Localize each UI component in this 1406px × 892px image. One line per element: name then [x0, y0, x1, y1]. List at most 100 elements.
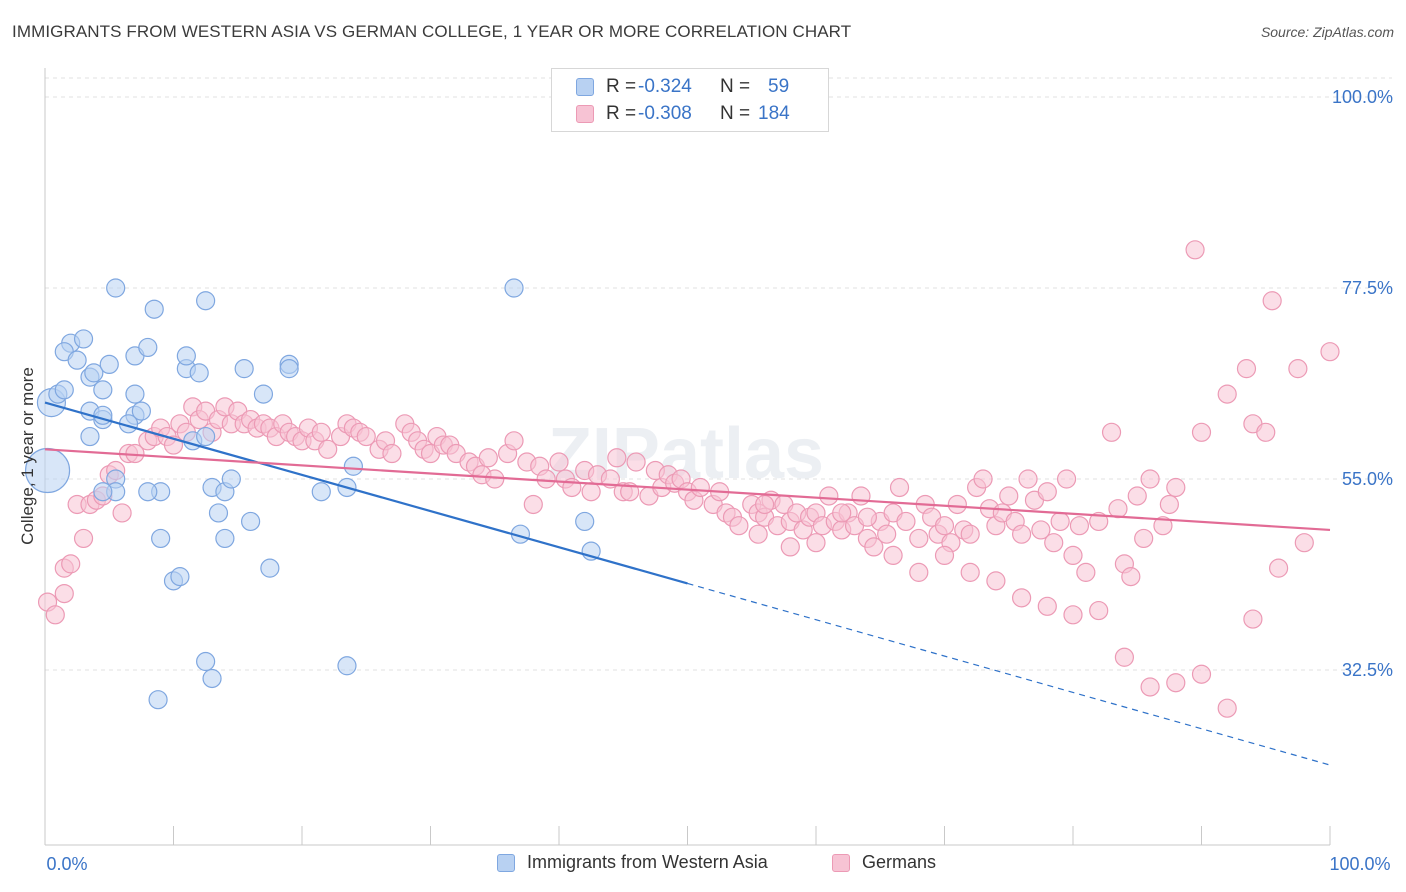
data-point: [106, 278, 126, 298]
data-point: [864, 537, 884, 557]
r-value: -0.324: [638, 76, 692, 97]
data-point: [909, 562, 929, 582]
series-germans: [37, 240, 1340, 718]
y-tick-label: 32.5%: [1342, 660, 1393, 680]
legend-item-western-asia: Immigrants from Western Asia: [497, 852, 768, 873]
data-point: [1037, 596, 1057, 616]
data-point: [780, 537, 800, 557]
y-tick-label: 100.0%: [1332, 87, 1393, 107]
data-point: [144, 299, 164, 319]
data-point: [819, 486, 839, 506]
chart-title: IMMIGRANTS FROM WESTERN ASIA VS GERMAN C…: [12, 22, 852, 41]
data-point: [73, 528, 94, 549]
data-point: [1101, 422, 1122, 442]
data-point: [54, 380, 74, 400]
data-point: [1243, 609, 1263, 629]
data-point: [729, 516, 749, 536]
data-point: [1185, 240, 1205, 260]
data-point: [1191, 664, 1212, 684]
data-point: [626, 452, 646, 472]
data-point: [478, 448, 498, 468]
data-point: [311, 422, 331, 442]
data-point: [1236, 359, 1257, 379]
stats-row-germans: R = -0.308 N = 184: [552, 101, 790, 127]
data-point: [857, 507, 878, 527]
data-point: [112, 503, 132, 523]
data-point: [1217, 698, 1237, 718]
data-point: [311, 482, 331, 502]
data-point: [84, 363, 104, 383]
data-point: [832, 503, 852, 523]
data-point: [883, 545, 903, 566]
data-point: [73, 329, 94, 349]
data-point: [170, 567, 190, 587]
data-point: [947, 494, 967, 515]
data-point: [337, 656, 357, 676]
data-point: [1018, 469, 1038, 489]
data-point: [1159, 494, 1179, 515]
data-point: [1134, 528, 1154, 549]
data-point: [1031, 520, 1051, 540]
data-point: [279, 359, 299, 379]
data-point: [1320, 342, 1340, 362]
legend-item-germans: Germans: [832, 852, 936, 873]
swatch-western-asia: [576, 78, 594, 96]
data-point: [504, 431, 524, 451]
data-point: [986, 571, 1006, 591]
trend-line-extension: [687, 582, 1331, 766]
n-label: N =: [720, 103, 751, 124]
data-point: [196, 651, 216, 672]
data-point: [1089, 511, 1109, 532]
x-tick-label: 100.0%: [1329, 854, 1390, 874]
data-point: [575, 511, 595, 532]
data-point: [889, 477, 910, 498]
data-point: [581, 482, 601, 502]
data-point: [176, 346, 196, 366]
data-point: [189, 363, 209, 383]
data-point: [1166, 673, 1186, 693]
data-point: [215, 528, 235, 549]
data-point: [80, 426, 100, 447]
trend-line-germans: [44, 448, 1331, 532]
data-point: [131, 401, 151, 421]
data-point: [67, 350, 87, 370]
data-point: [1108, 499, 1128, 519]
data-point: [851, 486, 871, 506]
data-point: [1011, 524, 1032, 544]
data-point: [934, 516, 955, 536]
legend-swatch: [832, 853, 850, 872]
data-point: [196, 426, 216, 447]
data-point: [1063, 605, 1083, 625]
data-point: [253, 384, 274, 404]
data-point: [1037, 482, 1057, 502]
data-point: [896, 511, 916, 532]
data-point: [536, 469, 556, 489]
data-point: [1288, 359, 1308, 379]
trend-lines: [44, 401, 1331, 766]
n-label: N =: [720, 76, 751, 97]
data-point: [93, 482, 113, 502]
data-point: [125, 384, 145, 404]
data-point: [202, 668, 222, 689]
data-point: [973, 469, 993, 489]
legend-label: Immigrants from Western Asia: [527, 852, 768, 872]
legend-label: Germans: [862, 852, 937, 872]
data-point: [934, 545, 955, 566]
data-point: [54, 583, 74, 604]
data-point: [1011, 588, 1032, 608]
tick-labels: 100.0% 77.5% 55.0% 32.5% 0.0% 100.0%: [46, 87, 1393, 874]
data-point: [1166, 477, 1186, 498]
data-point: [1262, 291, 1282, 311]
data-point: [754, 494, 775, 515]
data-point: [356, 426, 376, 447]
data-point: [806, 533, 826, 553]
data-point: [1127, 486, 1147, 506]
data-point: [504, 278, 524, 298]
data-point: [1056, 469, 1077, 489]
data-point: [61, 554, 81, 574]
source-label: Source: ZipAtlas.com: [1260, 24, 1394, 40]
data-point: [343, 456, 363, 476]
y-axis-label: College, 1 year or more: [18, 367, 37, 545]
trend-line-western-asia: [44, 401, 688, 585]
data-point: [748, 524, 768, 544]
